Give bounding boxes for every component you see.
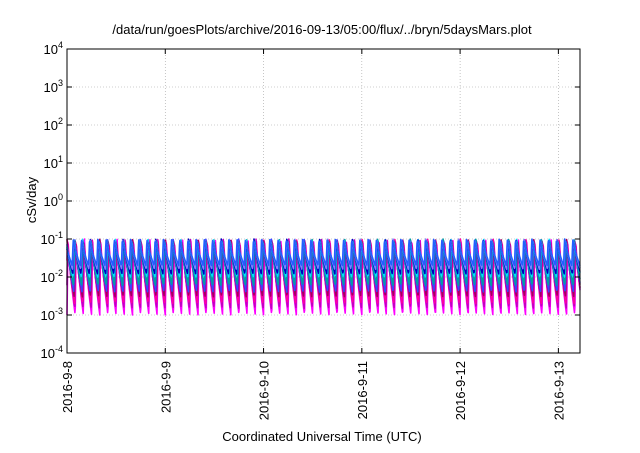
chart-title: /data/run/goesPlots/archive/2016-09-13/0… bbox=[112, 22, 532, 37]
y-tick-label: 10-4 bbox=[41, 344, 63, 361]
grid bbox=[66, 48, 580, 354]
x-tick-label: 2016-9-12 bbox=[453, 361, 468, 420]
y-tick-label: 10-3 bbox=[41, 306, 63, 323]
x-axis-label: Coordinated Universal Time (UTC) bbox=[222, 429, 421, 444]
series-layer bbox=[66, 238, 581, 316]
x-tick-label: 2016-9-11 bbox=[355, 361, 370, 419]
y-tick-label: 100 bbox=[44, 192, 63, 209]
y-tick-label: 103 bbox=[44, 78, 63, 95]
y-tick-label: 102 bbox=[44, 116, 63, 133]
series-line bbox=[66, 238, 581, 267]
plot-frame bbox=[66, 48, 581, 354]
y-tick-label: 104 bbox=[44, 40, 63, 57]
y-tick-label: 101 bbox=[44, 154, 63, 171]
axes: 10-4 10-3 10-2 10-1 100 101 102 103 104 2016-9-8 2… bbox=[41, 40, 581, 420]
x-tick-label: 2016-9-9 bbox=[158, 361, 173, 413]
y-tick-label: 10-1 bbox=[41, 230, 63, 247]
y-axis-label: cSv/day bbox=[24, 176, 39, 223]
x-tick-label: 2016-9-8 bbox=[60, 361, 75, 413]
x-tick-label: 2016-9-10 bbox=[257, 361, 272, 420]
y-tick-label: 10-2 bbox=[41, 268, 63, 285]
x-tick-label: 2016-9-13 bbox=[551, 361, 566, 420]
